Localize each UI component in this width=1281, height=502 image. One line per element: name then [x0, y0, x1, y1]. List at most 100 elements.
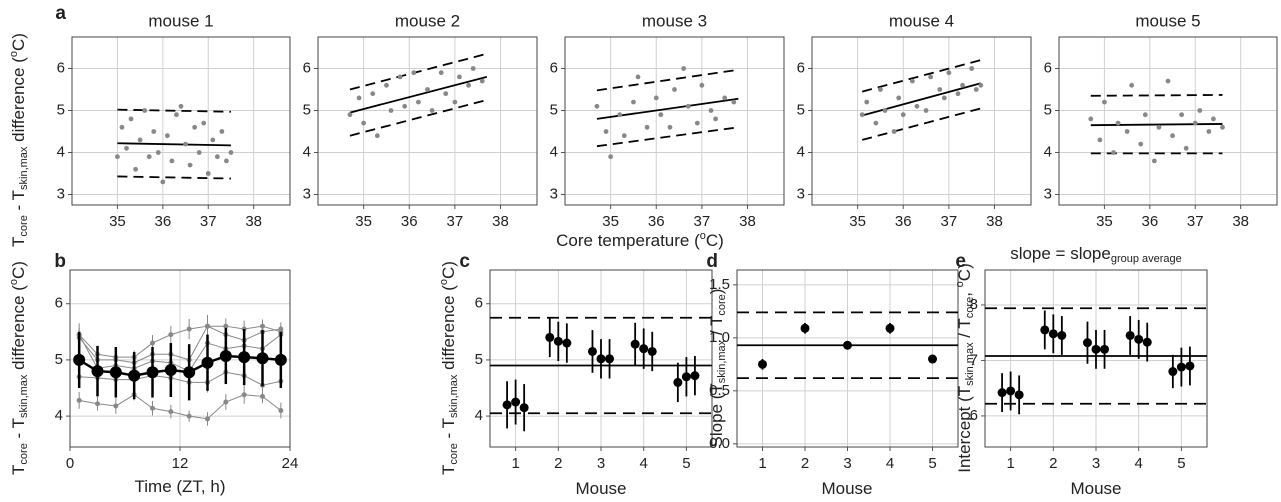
data-point [885, 323, 895, 333]
y-tick-label: 5 [303, 101, 311, 118]
x-tick-label: 38 [739, 213, 756, 230]
panel-title: mouse 4 [889, 11, 954, 30]
prediction-bound [117, 175, 231, 180]
x-tick-label: 38 [1232, 213, 1249, 230]
data-point [356, 95, 362, 101]
data-point [1129, 82, 1135, 88]
data-point [429, 108, 435, 113]
data-point [1179, 112, 1185, 118]
data-point [519, 403, 529, 413]
data-point [1091, 344, 1101, 354]
y-tick-label: 4 [475, 407, 483, 424]
data-point [374, 133, 380, 139]
panel-letter: b [54, 251, 66, 272]
data-point [909, 78, 915, 84]
y-axis-label-part: o [954, 281, 966, 287]
data-point [438, 70, 444, 76]
data-point [241, 392, 247, 398]
y-axis-label-part: core [18, 443, 30, 464]
y-axis-label-part: Slope (T [707, 383, 726, 447]
data-point [201, 120, 207, 126]
data-point [164, 133, 170, 139]
data-point [587, 346, 597, 356]
y-axis-label-part: - T [9, 190, 28, 215]
x-tick-label: 37 [447, 213, 464, 230]
plot-frame [736, 269, 959, 448]
x-tick-label: 0 [66, 455, 74, 472]
data-point [397, 74, 403, 80]
y-axis-label-part: T [9, 237, 28, 247]
x-tick-label: 24 [282, 455, 299, 472]
data-point [969, 66, 975, 71]
data-point [647, 346, 657, 356]
data-point [603, 129, 609, 134]
x-tick-label: 36 [154, 213, 171, 230]
data-point [1138, 141, 1144, 147]
x-tick-label: 2 [1049, 455, 1057, 472]
y-tick-label: 4 [1044, 143, 1052, 160]
fit-line [117, 142, 231, 147]
y-axis-label-part: C) [955, 263, 974, 281]
data-point [882, 108, 888, 113]
data-point [274, 353, 287, 366]
y-axis-label-part: core [448, 443, 460, 464]
prediction-bound [349, 99, 488, 137]
data-point [553, 336, 563, 346]
y-axis-label-part: ) [707, 289, 726, 295]
data-point [133, 166, 138, 172]
panel-letter: d [706, 251, 718, 272]
x-tick-label: 5 [1177, 455, 1185, 472]
data-point [1168, 367, 1178, 377]
data-point [466, 82, 471, 88]
data-point [928, 74, 934, 80]
data-point [878, 87, 883, 92]
y-tick-label: 5 [797, 101, 805, 118]
panel-title-part: slope = slope [1010, 244, 1111, 263]
data-point [73, 353, 86, 366]
data-point [562, 338, 572, 348]
y-tick-label: 5 [57, 101, 65, 118]
data-point [937, 87, 943, 92]
data-point [1111, 150, 1116, 155]
data-point [639, 344, 649, 354]
data-point [621, 133, 627, 139]
y-axis-label: Tcore - Tskin,max difference (oC) [8, 261, 30, 475]
data-point [708, 108, 714, 113]
data-point [443, 91, 449, 97]
data-point [174, 112, 179, 118]
plot-frame [489, 269, 713, 448]
x-tick-label: 36 [648, 213, 665, 230]
x-tick-label: 5 [682, 455, 690, 472]
y-axis-label-part: o [438, 279, 450, 285]
data-point [1088, 116, 1094, 122]
x-tick-label: 38 [986, 213, 1003, 230]
series-line [78, 325, 281, 358]
data-point [644, 124, 650, 130]
data-point [1220, 124, 1225, 130]
data-point [402, 103, 408, 109]
data-point [228, 150, 234, 155]
x-tick-label: 36 [895, 213, 912, 230]
data-point [1176, 362, 1186, 372]
data-point [119, 124, 125, 130]
data-point [896, 95, 902, 101]
y-axis-label-part: T [439, 465, 458, 475]
y-axis-label: Tcore - Tskin,max difference (oC) [438, 261, 460, 475]
data-point [667, 124, 673, 130]
fit-line [349, 76, 488, 114]
series-line [78, 334, 282, 372]
x-tick-label: 37 [694, 213, 711, 230]
y-axis-label-part: T [9, 465, 28, 475]
x-tick-label: 36 [1141, 213, 1158, 230]
prediction-bound [1090, 94, 1223, 97]
y-tick-label: 8 [970, 296, 978, 313]
data-point [1185, 361, 1195, 371]
x-axis-label: Mouse [1070, 479, 1121, 498]
data-point [1048, 329, 1058, 339]
data-point [900, 112, 906, 118]
data-point [1097, 137, 1103, 143]
prediction-bound [861, 59, 982, 93]
prediction-bound [861, 107, 982, 141]
y-tick-label: 3 [550, 185, 558, 202]
data-point [960, 82, 965, 88]
